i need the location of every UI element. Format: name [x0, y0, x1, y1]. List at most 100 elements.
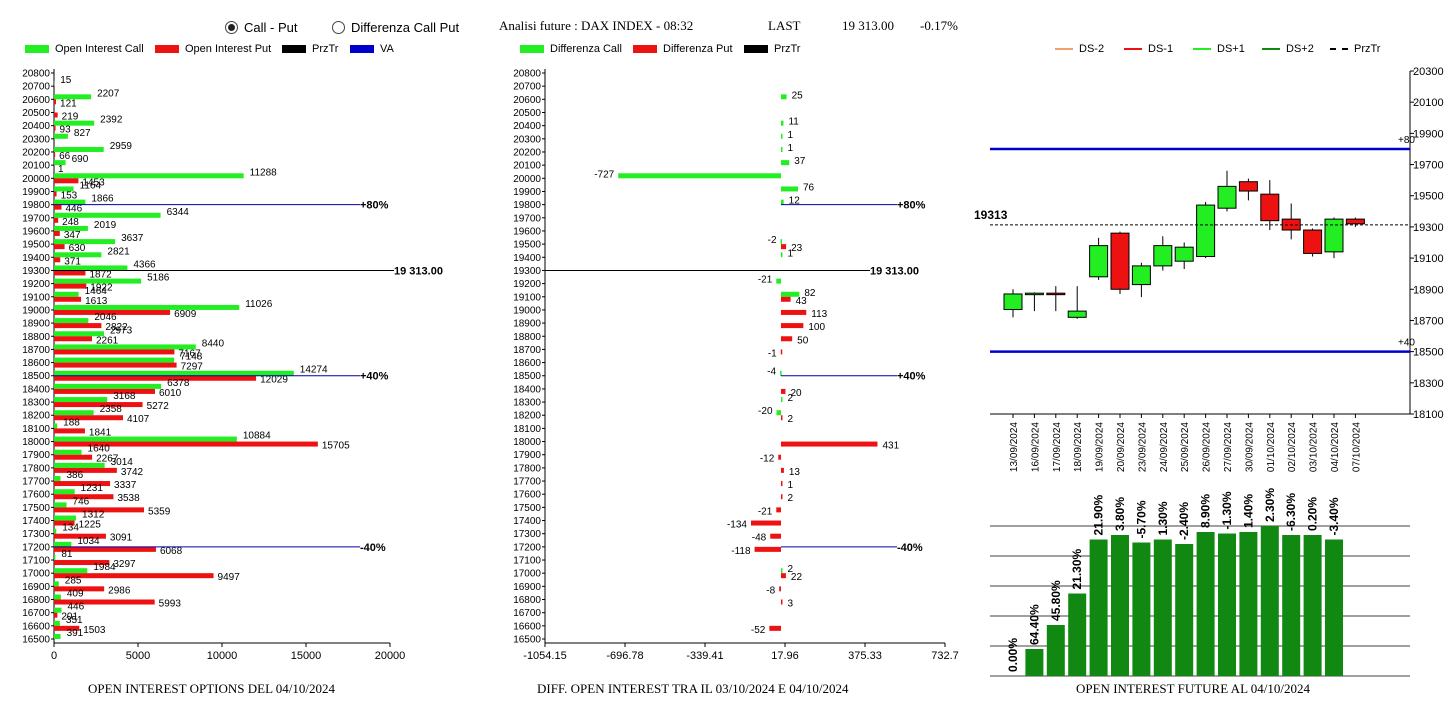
y-tick-label-left: 19800 — [22, 200, 50, 211]
put-value-label: 15705 — [322, 441, 350, 452]
put-value-label: 1922 — [90, 283, 113, 294]
y-tick-label-left: 19500 — [22, 240, 50, 251]
call-value-label: 1312 — [82, 510, 105, 521]
call-value-label: 6344 — [167, 207, 190, 218]
chart-title-mid: DIFF. OPEN INTEREST TRA IL 03/10/2024 E … — [537, 681, 849, 696]
call-bar — [54, 397, 108, 403]
call-bar — [54, 502, 67, 508]
y-tick-label-left: 19100 — [22, 292, 50, 303]
put-bar — [54, 178, 79, 184]
candle-body — [1110, 232, 1130, 290]
y-tick-label-mid: 16600 — [513, 621, 541, 632]
diff-put-bar — [776, 507, 781, 513]
radio-differenza[interactable]: Differenza Call Put — [332, 20, 459, 35]
put-bar — [54, 402, 143, 408]
put-bar — [54, 204, 62, 210]
y-tick-label-left: 20700 — [22, 82, 50, 93]
call-value-label: 746 — [73, 496, 90, 507]
put-bar — [54, 217, 59, 223]
y-tick-label-left: 19300 — [22, 266, 50, 277]
put-value-label: 1613 — [85, 296, 108, 307]
call-value-label: 1164 — [80, 180, 102, 191]
x-tick-label-left: 15000 — [291, 650, 322, 662]
y-tick-label-mid: 16900 — [513, 582, 541, 593]
put-value-label: 1841 — [89, 427, 112, 438]
y-tick-label-left: 19900 — [22, 187, 50, 198]
call-bar — [54, 304, 240, 310]
call-value-label: 8440 — [202, 338, 225, 349]
call-value-label: 2959 — [110, 141, 133, 152]
y-tick-label-left: 19200 — [22, 279, 50, 290]
put-bar — [54, 230, 60, 236]
put-value-label: 6010 — [159, 388, 182, 399]
radio-call-put[interactable]: Call - Put — [225, 20, 297, 35]
y-tick-label-mid: 19800 — [513, 200, 541, 211]
oi-future-bar — [1260, 526, 1279, 676]
put-value-label: 3538 — [117, 493, 140, 504]
put-value-label: 3337 — [114, 480, 137, 491]
candle-body — [1131, 265, 1151, 286]
y-tick-label-left: 20100 — [22, 161, 50, 172]
y-tick-label-left: 20600 — [22, 95, 50, 106]
y-tick-label-left: 17500 — [22, 503, 50, 514]
put-bar — [54, 125, 56, 131]
y-tick-label-left: 17300 — [22, 529, 50, 540]
legend-label: Differenza Put — [663, 43, 733, 55]
legend-label: DS-2 — [1079, 43, 1105, 55]
call-value-label: 2046 — [94, 312, 117, 323]
oi-future-label: 1.30% — [1156, 501, 1170, 535]
x-tick-label-mid: -696.78 — [606, 650, 643, 662]
put-value-label: 1453 — [82, 177, 105, 188]
y-tick-label-left: 18000 — [22, 437, 50, 448]
put-bar — [54, 467, 117, 473]
legend-line — [1124, 48, 1142, 50]
y-tick-label-right: 19500 — [1413, 191, 1444, 203]
call-value-label: 7148 — [180, 352, 203, 363]
y-tick-label-mid: 17700 — [513, 477, 541, 488]
call-value-label: 81 — [61, 549, 73, 560]
diff-call-bar — [780, 252, 783, 258]
call-bar — [54, 252, 102, 258]
diff-call-bar — [780, 397, 783, 403]
call-value-label: 11288 — [250, 167, 278, 178]
oi-future-label: -2.40% — [1177, 502, 1191, 540]
diff-call-bar — [780, 133, 783, 139]
y-tick-label-left: 16900 — [22, 582, 50, 593]
call-bar — [54, 120, 95, 126]
call-value-label: 1231 — [81, 483, 104, 494]
legend-swatch — [155, 45, 179, 53]
level-label: +80 — [1398, 135, 1415, 146]
change-value: -0.17% — [920, 18, 958, 33]
va-line-label-mid: +80% — [897, 200, 926, 212]
date-label: 23/09/2024 — [1137, 422, 1148, 472]
call-bar — [54, 370, 294, 376]
legend-va: VA — [350, 43, 394, 55]
put-bar — [54, 99, 57, 105]
put-value-label: 6909 — [174, 309, 197, 320]
y-tick-label-left: 18400 — [22, 384, 50, 395]
y-tick-label-right: 18300 — [1413, 378, 1444, 390]
y-tick-label-left: 18300 — [22, 398, 50, 409]
diff-put-label: -21 — [758, 506, 773, 517]
call-bar — [54, 291, 79, 297]
diff-put-label: 1 — [787, 480, 793, 491]
y-tick-label-mid: 17300 — [513, 529, 541, 540]
diff-put-bar — [780, 309, 807, 315]
call-bar — [54, 383, 162, 389]
put-value-label: 2986 — [108, 585, 131, 596]
put-bar — [54, 323, 102, 329]
diff-call-label: 12 — [789, 196, 801, 207]
diff-put-label: 23 — [791, 243, 803, 254]
call-value-label: 2207 — [97, 88, 120, 99]
candle-body — [1260, 193, 1280, 222]
radio-unselected-icon — [332, 21, 345, 34]
legend-diff-put: Differenza Put — [633, 43, 733, 55]
call-value-label: 11026 — [245, 299, 273, 310]
diff-put-label: -118 — [731, 546, 751, 557]
diff-put-bar — [780, 441, 878, 447]
call-value-label: 1866 — [91, 194, 114, 205]
oi-future-label: 64.40% — [1027, 604, 1041, 645]
oi-future-label: 0.20% — [1306, 497, 1320, 531]
put-bar — [54, 428, 85, 434]
